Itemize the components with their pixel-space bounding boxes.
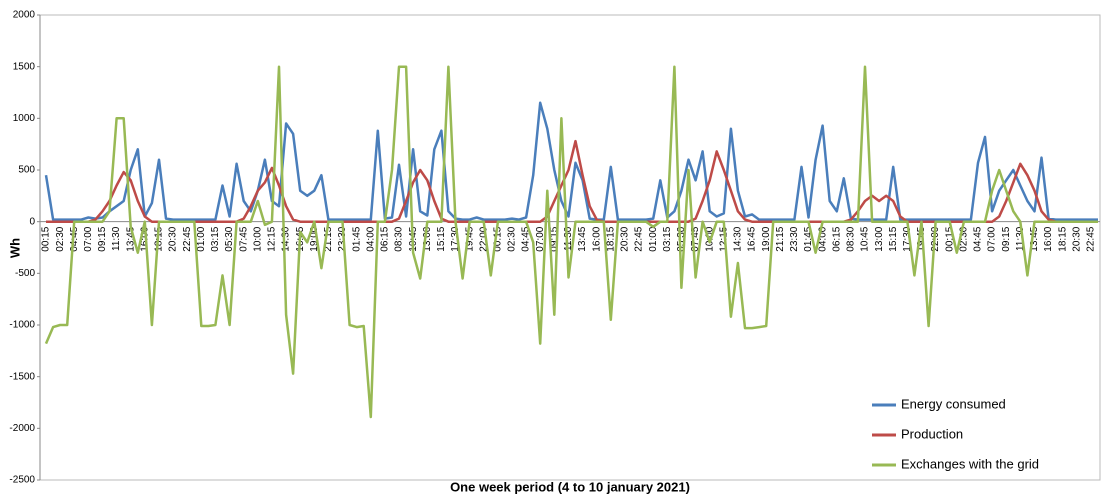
series-line xyxy=(44,65,1098,419)
x-tick-label: 00:15 xyxy=(41,226,52,251)
x-tick-label: 02:30 xyxy=(55,226,66,251)
x-tick-label: 09:15 xyxy=(97,226,108,251)
x-tick-label: 04:45 xyxy=(973,226,984,251)
series-line xyxy=(44,101,1098,221)
x-tick-label: 11:30 xyxy=(1015,226,1026,251)
x-tick-label: 19:45 xyxy=(464,226,475,251)
x-tick-label: 13:45 xyxy=(577,226,588,251)
x-tick-label: 22:45 xyxy=(634,226,645,251)
y-tick-label: -2500 xyxy=(9,475,35,486)
x-tick-label: 13:45 xyxy=(125,226,136,251)
x-tick-label: 15:15 xyxy=(436,226,447,251)
x-tick-label: 20:30 xyxy=(620,226,631,251)
x-tick-label: 10:00 xyxy=(252,226,263,251)
y-axis-label: Wh xyxy=(7,238,22,258)
x-tick-label: 19:00 xyxy=(309,226,320,251)
x-tick-label: 18:15 xyxy=(605,226,616,251)
legend-label: Production xyxy=(901,426,963,441)
x-tick-label: 20:30 xyxy=(168,226,179,251)
x-tick-label: 14:30 xyxy=(281,226,292,251)
x-tick-label: 00:15 xyxy=(944,226,955,251)
x-tick-label: 03:15 xyxy=(662,226,673,251)
x-tick-label: 12:15 xyxy=(267,226,278,251)
x-tick-label: 03:15 xyxy=(210,226,221,251)
x-tick-label: 07:45 xyxy=(238,226,249,251)
x-tick-label: 05:30 xyxy=(676,226,687,251)
x-tick-label: 22:45 xyxy=(182,226,193,251)
y-tick-label: -2000 xyxy=(9,423,35,434)
x-tick-label: 22:00 xyxy=(478,226,489,251)
x-tick-label: 14:30 xyxy=(733,226,744,251)
x-tick-label: 04:45 xyxy=(69,226,80,251)
x-tick-label: 06:15 xyxy=(831,226,842,251)
x-tick-label: 22:00 xyxy=(930,226,941,251)
x-tick-label: 13:45 xyxy=(1029,226,1040,251)
x-tick-label: 09:15 xyxy=(1001,226,1012,251)
y-tick-label: 1000 xyxy=(13,113,36,124)
x-tick-label: 04:00 xyxy=(365,226,376,251)
x-tick-label: 07:45 xyxy=(690,226,701,251)
y-tick-label: -1500 xyxy=(9,371,35,382)
x-tick-label: 16:00 xyxy=(1043,226,1054,251)
x-tick-label: 17:30 xyxy=(450,226,461,251)
x-tick-label: 07:00 xyxy=(535,226,546,251)
x-tick-label: 01:00 xyxy=(648,226,659,251)
x-tick-label: 15:15 xyxy=(888,226,899,251)
x-tick-label: 13:00 xyxy=(874,226,885,251)
x-tick-label: 07:00 xyxy=(83,226,94,251)
x-tick-label: 10:45 xyxy=(860,226,871,251)
x-tick-label: 05:30 xyxy=(224,226,235,251)
x-tick-label: 17:30 xyxy=(902,226,913,251)
y-tick-label: -500 xyxy=(15,268,35,279)
x-tick-label: 21:15 xyxy=(323,226,334,251)
x-tick-label: 21:15 xyxy=(775,226,786,251)
x-axis-label: One week period (4 to 10 january 2021) xyxy=(450,479,690,494)
x-tick-label: 18:15 xyxy=(154,226,165,251)
x-tick-label: 06:15 xyxy=(380,226,391,251)
y-tick-label: 500 xyxy=(18,165,35,176)
x-tick-label: 01:45 xyxy=(803,226,814,251)
x-tick-label: 08:30 xyxy=(846,226,857,251)
x-tick-label: 23:30 xyxy=(789,226,800,251)
x-tick-label: 07:00 xyxy=(987,226,998,251)
x-tick-label: 18:15 xyxy=(1057,226,1068,251)
y-tick-label: -1000 xyxy=(9,320,35,331)
x-tick-label: 00:15 xyxy=(493,226,504,251)
y-tick-label: 1500 xyxy=(13,61,36,72)
x-tick-label: 04:00 xyxy=(817,226,828,251)
x-tick-label: 11:30 xyxy=(111,226,122,251)
y-tick-label: 2000 xyxy=(13,10,36,21)
x-tick-label: 20:30 xyxy=(1071,226,1082,251)
x-tick-label: 19:00 xyxy=(761,226,772,251)
x-tick-label: 08:30 xyxy=(394,226,405,251)
legend-label: Exchanges with the grid xyxy=(901,456,1039,471)
x-tick-label: 22:45 xyxy=(1086,226,1097,251)
x-tick-label: 01:45 xyxy=(351,226,362,251)
x-tick-label: 04:45 xyxy=(521,226,532,251)
x-tick-label: 01:00 xyxy=(196,226,207,251)
x-tick-label: 09:15 xyxy=(549,226,560,251)
x-tick-label: 02:30 xyxy=(958,226,969,251)
x-tick-label: 16:00 xyxy=(591,226,602,251)
x-tick-label: 16:45 xyxy=(747,226,758,251)
x-tick-label: 13:00 xyxy=(422,226,433,251)
y-tick-label: 0 xyxy=(29,216,35,227)
legend-label: Energy consumed xyxy=(901,396,1006,411)
x-tick-label: 11:30 xyxy=(563,226,574,251)
x-tick-label: 02:30 xyxy=(507,226,518,251)
